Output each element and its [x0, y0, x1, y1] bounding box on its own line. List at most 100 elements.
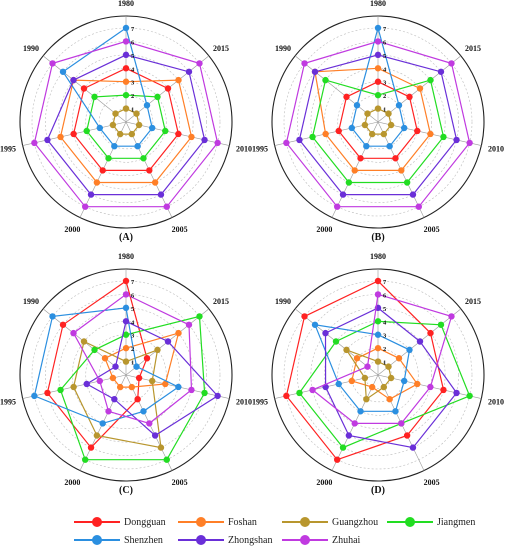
- data-point-foshan: [386, 395, 393, 403]
- r-tick-label: 4: [383, 66, 387, 73]
- data-point-dongguan: [283, 392, 290, 400]
- data-point-zhongshan: [164, 338, 172, 345]
- data-point-shenzhen: [140, 408, 147, 415]
- data-point-shenzhen: [148, 124, 156, 132]
- data-point-foshan: [398, 167, 405, 174]
- data-point-zhongshan: [201, 136, 208, 144]
- data-point-foshan: [348, 377, 356, 385]
- data-point-jiangmen: [339, 444, 347, 451]
- series-line-zhuhai: [311, 293, 453, 424]
- data-point-shenzhen: [348, 124, 356, 132]
- data-point-shenzhen: [122, 24, 130, 32]
- series-line-jiangmen: [86, 94, 166, 159]
- data-point-guangzhou: [112, 110, 119, 117]
- data-point-zhuhai: [146, 420, 153, 427]
- legend-label: Shenzhen: [124, 534, 163, 546]
- legend-label: Guangzhou: [332, 516, 379, 528]
- data-point-dongguan: [392, 155, 399, 162]
- grid-ring: [45, 41, 207, 203]
- r-tick-label: 7: [383, 279, 387, 286]
- grid-ring: [297, 294, 459, 456]
- series-line-shenzhen: [33, 307, 180, 425]
- series-line-foshan: [314, 67, 432, 171]
- r-tick-label: 5: [131, 53, 135, 60]
- legend-label: Zhongshan: [228, 534, 273, 546]
- data-point-jiangmen: [309, 133, 316, 141]
- series-line-shenzhen: [351, 25, 405, 147]
- data-point-foshan: [188, 133, 195, 141]
- data-point-guangzhou: [122, 358, 130, 365]
- data-point-zhongshan: [453, 136, 460, 144]
- legend-label: Dongguan: [124, 516, 166, 528]
- data-point-guangzhou: [116, 130, 124, 138]
- axis-label-1995: 1995: [0, 144, 16, 153]
- grid-ring: [58, 307, 194, 443]
- r-tick-label: 3: [383, 333, 387, 340]
- legend-marker: [196, 517, 206, 527]
- data-point-foshan: [175, 329, 182, 337]
- axis-label-2010: 2010: [488, 144, 504, 153]
- data-point-guangzhou: [157, 444, 165, 451]
- data-point-zhongshan: [374, 51, 382, 59]
- data-point-guangzhou: [380, 130, 388, 138]
- data-point-dongguan: [44, 389, 51, 397]
- data-point-dongguan: [122, 65, 130, 72]
- data-point-foshan: [175, 76, 182, 84]
- radar-panel-3: 1980 2015 2010 2005 2000 1995 1990 1 2 3 4 5 6 7 (C): [0, 252, 252, 496]
- data-point-jiangmen: [122, 91, 130, 99]
- data-point-zhuhai: [334, 203, 341, 210]
- data-point-zhongshan: [111, 395, 118, 403]
- data-point-jiangmen: [332, 338, 340, 345]
- legend-swatch: [74, 533, 120, 547]
- r-tick-label: 7: [131, 26, 135, 33]
- grid-ring: [310, 54, 446, 190]
- data-point-jiangmen: [201, 389, 208, 397]
- axis-label-2015: 2015: [213, 44, 229, 53]
- data-point-foshan: [416, 85, 424, 92]
- series-line-shenzhen: [314, 324, 411, 412]
- data-point-zhongshan: [122, 318, 130, 325]
- legend-swatch: [74, 515, 120, 529]
- axis-label-1995: 1995: [252, 144, 268, 153]
- axis-label-2005: 2005: [424, 478, 440, 487]
- grid-ring: [31, 280, 221, 470]
- legend-item-zhongshan: Zhongshan: [178, 532, 272, 548]
- data-point-shenzhen: [133, 363, 140, 370]
- data-point-guangzhou: [385, 363, 392, 370]
- data-point-zhongshan: [322, 329, 329, 337]
- axis-label-2015: 2015: [213, 297, 229, 306]
- data-point-zhongshan: [151, 432, 159, 439]
- data-point-guangzhou: [380, 383, 388, 391]
- data-point-zhongshan: [122, 51, 130, 59]
- series-line-dongguan: [72, 67, 180, 171]
- legend: Dongguan Foshan Guangzhou Jiangmen Shenzhen Z…: [0, 508, 505, 550]
- data-point-zhuhai: [283, 139, 290, 147]
- axis-label-2010: 2010: [236, 144, 252, 153]
- data-point-guangzhou: [361, 374, 369, 382]
- series-line-dongguan: [285, 280, 445, 461]
- data-point-guangzhou: [385, 110, 392, 117]
- data-point-foshan: [427, 130, 434, 138]
- axis-label-1990: 1990: [23, 297, 39, 306]
- data-point-dongguan: [414, 127, 421, 135]
- data-point-jiangmen: [440, 133, 447, 141]
- r-tick-label: 7: [383, 26, 387, 33]
- data-point-guangzhou: [154, 346, 161, 354]
- data-point-zhuhai: [351, 420, 358, 427]
- data-point-dongguan: [357, 155, 364, 162]
- data-point-shenzhen: [392, 408, 399, 415]
- series-line-zhongshan: [298, 54, 458, 196]
- series-line-dongguan: [338, 81, 418, 159]
- series-line-zhuhai: [285, 40, 471, 208]
- data-point-jiangmen: [437, 321, 445, 328]
- data-point-guangzhou: [128, 130, 136, 138]
- legend-item-guangzhou: Guangzhou: [282, 514, 378, 530]
- data-point-zhongshan: [345, 432, 353, 439]
- panel-label: (C): [119, 485, 133, 496]
- r-tick-label: 1: [383, 360, 386, 367]
- data-point-zhongshan: [87, 191, 95, 198]
- panel-label: (B): [371, 232, 384, 243]
- data-point-dongguan: [334, 456, 341, 463]
- data-point-jiangmen: [162, 127, 169, 135]
- data-point-shenzhen: [175, 383, 182, 391]
